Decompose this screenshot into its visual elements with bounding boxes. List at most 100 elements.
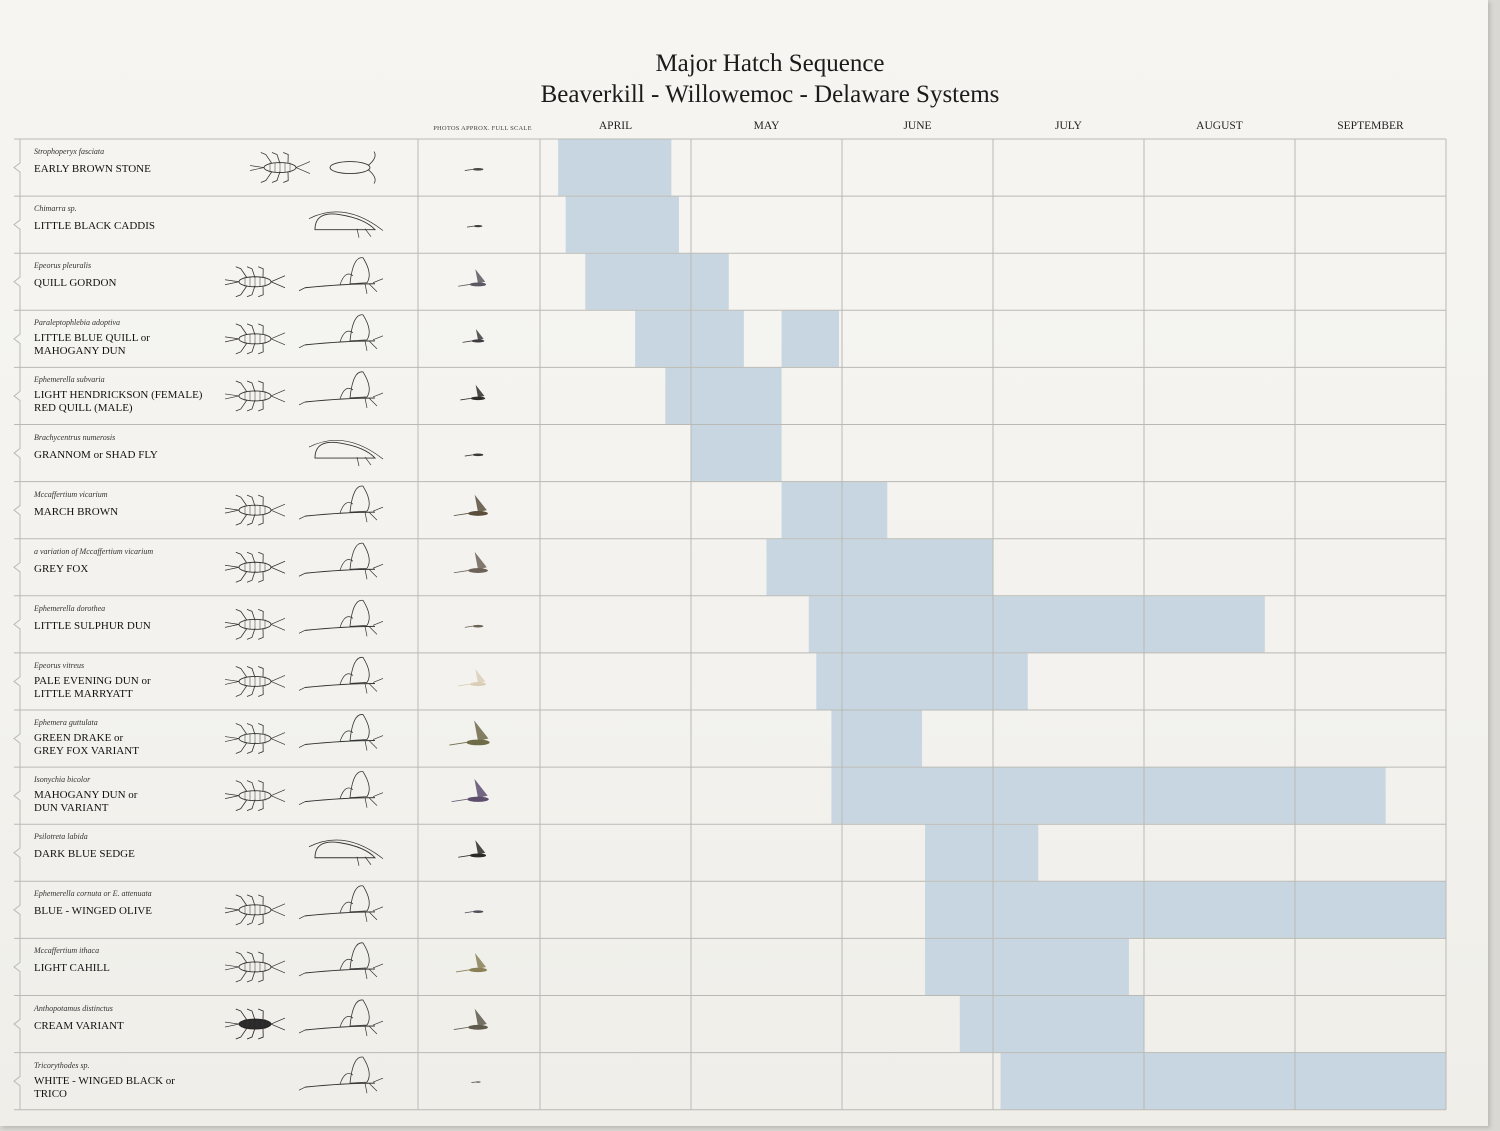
scientific-name: Anthopotamus distinctus — [34, 1003, 113, 1013]
row-tab-edge — [13, 538, 21, 596]
insect-photo — [449, 720, 490, 746]
scientific-name: Psilotreta labida — [34, 832, 88, 842]
row-tab-edge — [13, 424, 21, 482]
insect-photo — [453, 494, 488, 517]
row-tab-edge — [13, 139, 21, 197]
row-tab-edge — [13, 310, 21, 368]
common-name: EARLY BROWN STONE — [34, 163, 151, 175]
scientific-name: Strophoperyx fasciata — [34, 147, 105, 156]
scientific-name: Paraleptophlebia adoptiva — [34, 318, 120, 328]
scientific-name: Tricorythodes sp. — [34, 1060, 90, 1070]
month-header-june: JUNE — [903, 120, 932, 132]
insect-photo — [458, 840, 487, 858]
scientific-name: Ephemerella dorothea — [34, 603, 106, 613]
caddis-illustration — [308, 211, 384, 238]
insect-photo — [455, 952, 487, 973]
row-tab-edge — [13, 995, 21, 1053]
row-tab-edge — [13, 824, 21, 882]
hatch-bar — [925, 938, 1129, 995]
common-name: GRANNOM or SHAD FLY — [34, 448, 158, 461]
row-tab-edge — [13, 710, 21, 768]
insect-photo — [453, 1008, 488, 1030]
scientific-name: Isonychia bicolor — [34, 775, 91, 785]
scientific-name: Chimarra sp. — [34, 204, 77, 214]
common-name: PALE EVENING DUN or LITTLE MARRYATT — [34, 674, 151, 700]
scientific-name: Brachycentrus numerosis — [34, 432, 116, 442]
common-name: GREY FOX — [34, 562, 89, 575]
insect-photo — [462, 329, 485, 343]
mayfly-illustration — [224, 542, 384, 583]
chart-title: Major Hatch Sequence — [655, 50, 885, 77]
hatch-bar — [558, 139, 672, 196]
hatch-bar — [665, 367, 782, 424]
mayfly-illustration — [224, 599, 384, 640]
insect-photo — [464, 453, 484, 457]
hatch-bar — [831, 710, 923, 767]
common-name: LITTLE SULPHUR DUN — [34, 619, 151, 632]
scientific-name: Ephemerella subvaria — [34, 375, 105, 385]
insect-photo — [458, 269, 487, 287]
scientific-name: Mccaffertium vicarium — [34, 489, 108, 499]
scientific-name: a variation of Mccaffertium vicarium — [34, 546, 154, 556]
common-name: BLUE - WINGED OLIVE — [34, 905, 153, 918]
row-tab-edge — [13, 595, 21, 653]
insect-photo — [466, 225, 483, 228]
scientific-name: Mccaffertium ithaca — [34, 946, 100, 956]
row-tab-edge — [13, 938, 21, 996]
mayfly-illustration — [224, 314, 384, 355]
common-name: LIGHT HENDRICKSON (FEMALE) RED QUILL (MA… — [34, 389, 203, 415]
row-tab-edge — [13, 652, 21, 710]
insect-photo — [471, 1081, 481, 1084]
insect-photo — [464, 910, 484, 914]
insect-photo — [451, 778, 489, 803]
row-tab-edge — [13, 881, 21, 939]
common-name: MARCH BROWN — [34, 505, 119, 518]
row-tab-edge — [13, 481, 21, 539]
hatch-bar — [925, 824, 1039, 881]
insect-photo — [464, 168, 484, 171]
caddis-illustration — [308, 439, 384, 467]
month-header-august: AUGUST — [1196, 120, 1243, 132]
hatch-bar — [691, 425, 782, 482]
row-tab-edge — [13, 196, 21, 254]
hatch-bar — [816, 653, 1028, 710]
mayfly-illustration — [224, 485, 384, 526]
hatch-bar-extra — [781, 310, 839, 367]
common-name: QUILL GORDON — [34, 277, 117, 290]
mayfly-dark-illustration — [224, 999, 384, 1040]
spinner-illustration — [298, 1056, 384, 1094]
mayfly-illustration — [224, 771, 384, 812]
scientific-name: Ephemera guttulata — [34, 718, 98, 727]
mayfly-illustration — [224, 657, 384, 697]
hatch-bar — [635, 310, 744, 367]
hatch-bar — [1000, 1053, 1446, 1110]
hatch-bar — [959, 996, 1144, 1053]
common-name: LITTLE BLUE QUILL or MAHOGANY DUN — [34, 332, 150, 358]
month-header-july: JULY — [1055, 120, 1082, 132]
month-header-april: APRIL — [598, 120, 633, 132]
insect-photo — [453, 551, 488, 574]
row-tab-edge — [13, 367, 21, 425]
insect-photo — [464, 624, 484, 628]
row-tab-edge — [13, 253, 21, 311]
mayfly-illustration — [224, 371, 384, 412]
chart-subtitle: Beaverkill - Willowemoc - Delaware Syste… — [540, 81, 1000, 108]
scientific-name: Epeorus pleuralis — [34, 261, 92, 271]
common-name: DARK BLUE SEDGE — [34, 848, 135, 861]
caddis-illustration — [308, 839, 384, 866]
common-name: CREAM VARIANT — [34, 1019, 124, 1032]
photos-column-header: PHOTOS APPROX. FULL SCALE — [433, 125, 532, 132]
common-name: LIGHT CAHILL — [34, 962, 110, 975]
common-name: LITTLE BLACK CADDIS — [34, 220, 155, 233]
mayfly-illustration — [224, 885, 384, 926]
scientific-name: Epeorus vitreus — [34, 660, 85, 670]
hatch-bar — [831, 767, 1386, 824]
mayfly-illustration — [224, 714, 384, 754]
mayfly-illustration — [224, 257, 384, 298]
hatch-bar — [781, 482, 888, 539]
hatch-bar — [766, 539, 993, 596]
month-header-september: SEPTEMBER — [1337, 120, 1404, 132]
insect-photo — [460, 384, 486, 401]
